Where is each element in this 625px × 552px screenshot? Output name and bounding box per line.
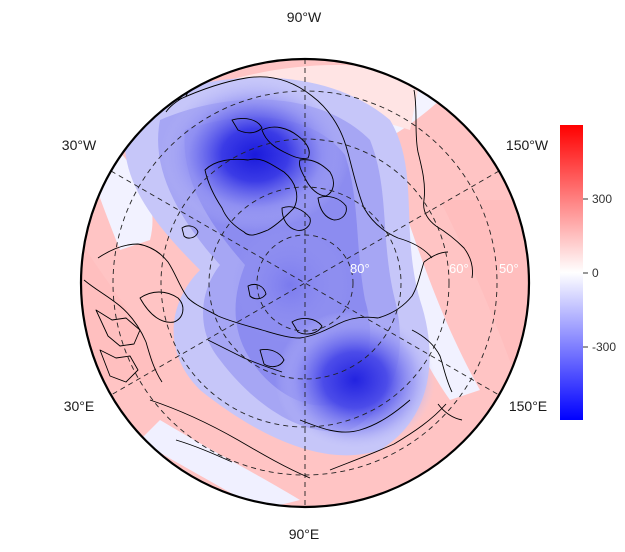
colorbar-gradient [560, 125, 583, 420]
lon-label-top: 90°W [287, 9, 322, 25]
map-frame [79, 57, 531, 509]
lon-label-bottom: 90°E [289, 526, 320, 542]
lat-label-80: 80° [350, 261, 370, 276]
coastlines [83, 69, 473, 479]
colorbar: 300 0 -300 [560, 125, 616, 420]
colorbar-label-neg300: -300 [592, 340, 616, 354]
lon-label-lower-right: 150°E [509, 398, 547, 414]
colorbar-label-300: 300 [592, 192, 612, 206]
graticule [110, 59, 500, 507]
colorbar-label-0: 0 [592, 266, 599, 280]
lon-label-lower-left: 30°E [64, 398, 95, 414]
field-layer [81, 59, 529, 507]
lon-label-upper-right: 150°W [506, 137, 549, 153]
lat-label-50: 50° [499, 261, 519, 276]
lat-label-60: 60° [449, 261, 469, 276]
lon-label-upper-left: 30°W [62, 137, 97, 153]
